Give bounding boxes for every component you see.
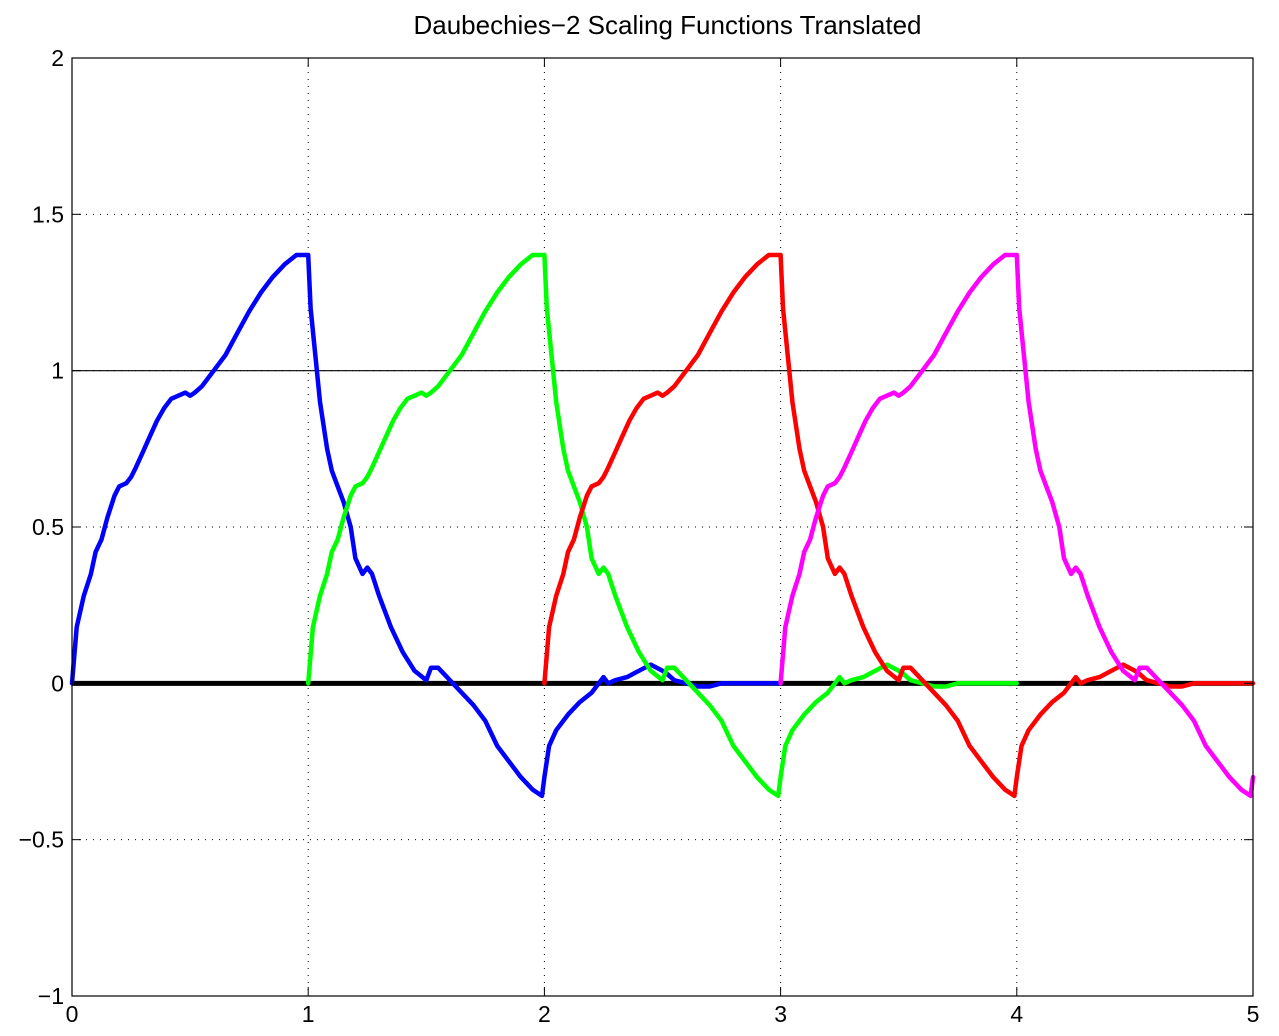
x-tick-label: 5 — [1247, 1001, 1260, 1027]
axes-box — [71, 57, 1254, 997]
y-tick-label: 1.5 — [32, 201, 64, 227]
y-tick-label: 2 — [51, 45, 64, 71]
reference-lines — [72, 370, 1253, 686]
y-tick-label: 1 — [51, 358, 64, 384]
tick-layer: 0 1 2 3 4 5 −1 −0.5 0 0.5 1 1.5 2 — [19, 45, 1260, 1027]
series-line-0 — [69, 252, 783, 799]
x-tick-label: 3 — [774, 1001, 787, 1027]
y-tick-label: −1 — [38, 983, 64, 1009]
x-tick-label: 1 — [302, 1001, 315, 1027]
x-tick-label: 0 — [66, 1001, 79, 1027]
grid-layer — [72, 58, 1253, 996]
y-tick-label: −0.5 — [19, 827, 64, 853]
chart-title: Daubechies−2 Scaling Functions Translate… — [413, 10, 922, 40]
x-tick-label: 4 — [1010, 1001, 1023, 1027]
series-line-2 — [542, 252, 1256, 799]
series-layer — [69, 252, 1256, 799]
x-tick-label: 2 — [538, 1001, 551, 1027]
series-line-1 — [305, 252, 1020, 799]
y-tick-label: 0.5 — [32, 514, 64, 540]
series-line-3 — [778, 252, 1256, 799]
y-tick-label: 0 — [51, 670, 64, 696]
